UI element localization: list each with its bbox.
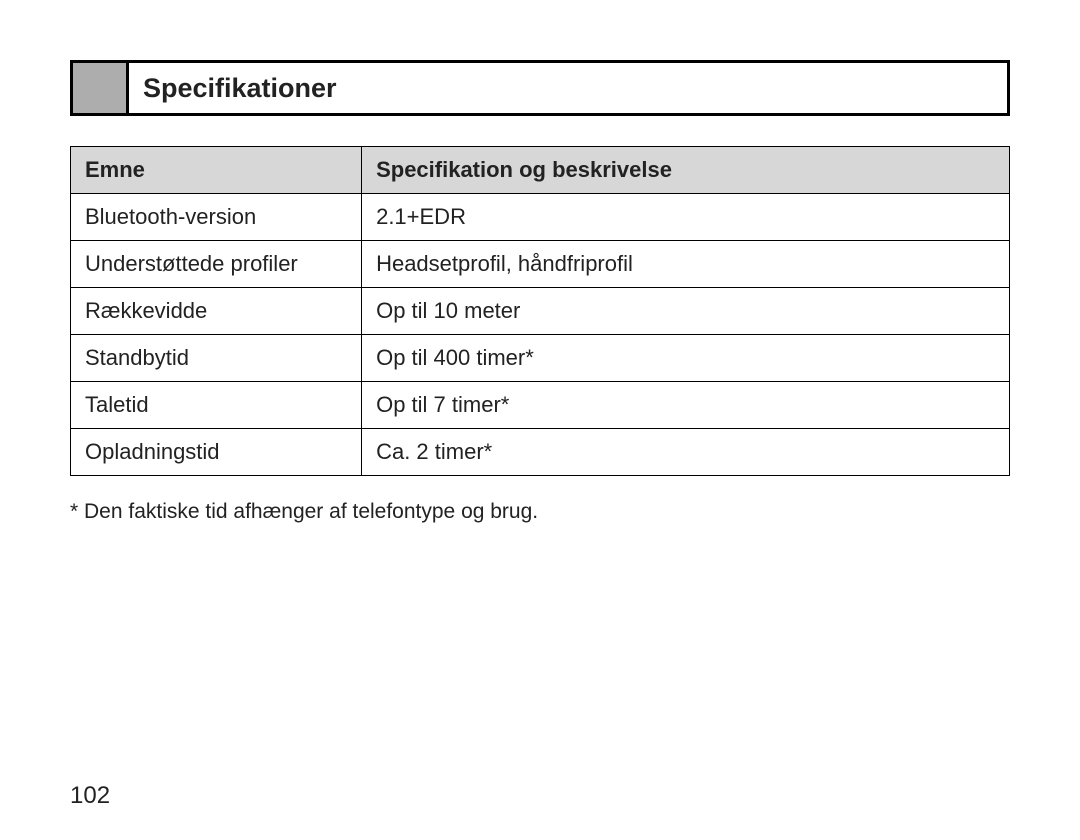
footnote: * Den faktiske tid afhænger af telefonty… [70,500,1010,524]
table-row: Rækkevidde Op til 10 meter [71,288,1010,335]
cell-topic: Standbytid [71,335,362,382]
cell-value: Op til 7 timer* [362,382,1010,429]
cell-topic: Rækkevidde [71,288,362,335]
cell-value: Op til 400 timer* [362,335,1010,382]
table-row: Bluetooth-version 2.1+EDR [71,194,1010,241]
page-number: 102 [70,782,110,810]
column-header-topic: Emne [71,147,362,194]
cell-topic: Bluetooth-version [71,194,362,241]
column-header-description: Specifikation og beskrivelse [362,147,1010,194]
cell-topic: Understøttede profiler [71,241,362,288]
cell-value: Op til 10 meter [362,288,1010,335]
specifications-table: Emne Specifikation og beskrivelse Blueto… [70,146,1010,476]
table-row: Understøttede profiler Headsetprofil, hå… [71,241,1010,288]
table-row: Taletid Op til 7 timer* [71,382,1010,429]
cell-value: 2.1+EDR [362,194,1010,241]
section-header: Specifikationer [70,60,1010,116]
cell-topic: Opladningstid [71,429,362,476]
header-accent-square [73,63,129,113]
document-page: Specifikationer Emne Specifikation og be… [0,0,1080,840]
section-title: Specifikationer [129,63,1007,113]
cell-topic: Taletid [71,382,362,429]
table-row: Opladningstid Ca. 2 timer* [71,429,1010,476]
cell-value: Headsetprofil, håndfriprofil [362,241,1010,288]
table-row: Standbytid Op til 400 timer* [71,335,1010,382]
table-header-row: Emne Specifikation og beskrivelse [71,147,1010,194]
cell-value: Ca. 2 timer* [362,429,1010,476]
